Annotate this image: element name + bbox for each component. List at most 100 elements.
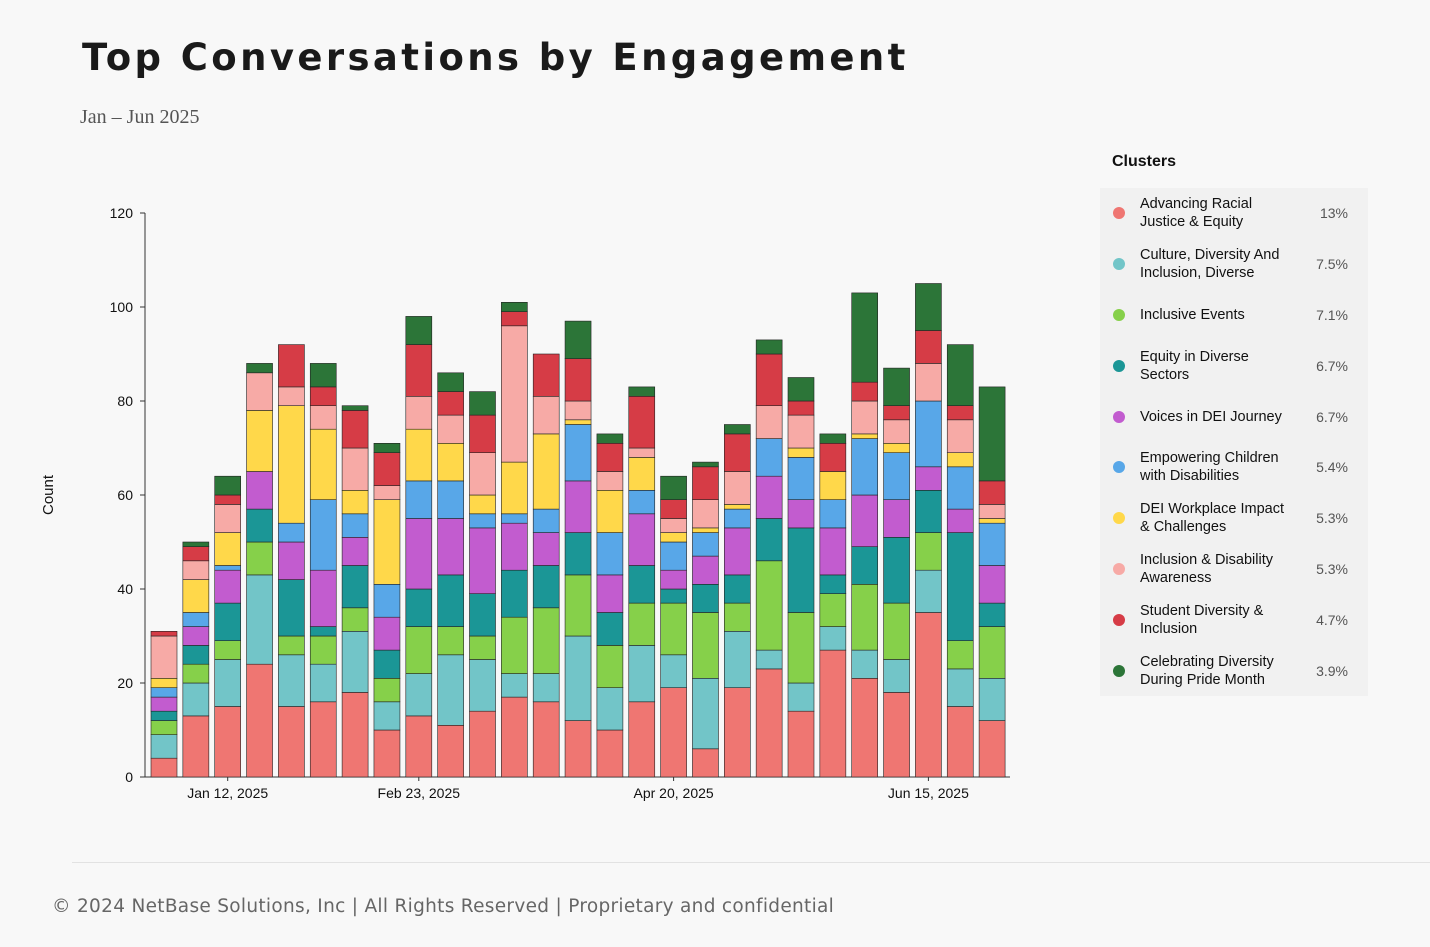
legend-item[interactable]: Student Diversity & Inclusion 4.7% xyxy=(1100,594,1368,645)
bar-segment xyxy=(915,532,942,571)
bar-segment xyxy=(373,452,401,486)
bar-segment xyxy=(596,489,624,533)
legend-item[interactable]: Inclusive Events 7.1% xyxy=(1100,290,1368,341)
legend: Clusters Advancing Racial Justice & Equi… xyxy=(1100,148,1368,696)
bar-segment xyxy=(692,612,719,679)
bar-segment xyxy=(373,701,401,731)
bar-segment xyxy=(978,602,1006,627)
y-tick-label: 100 xyxy=(110,299,134,315)
bar-segment xyxy=(660,518,687,533)
bar-segment xyxy=(309,363,337,388)
bar-segment xyxy=(532,433,560,510)
bar-segment xyxy=(278,522,305,543)
bar-segment xyxy=(596,687,624,731)
legend-swatch-icon xyxy=(1113,512,1125,525)
bar-segment xyxy=(978,677,1006,721)
bar-segment xyxy=(628,386,656,397)
bar-segment xyxy=(246,372,273,411)
bar-segment xyxy=(501,616,528,674)
bar-segment xyxy=(946,640,974,670)
bar-segment xyxy=(723,433,751,472)
bar-segment xyxy=(978,720,1006,778)
bar-segment xyxy=(501,696,528,778)
bar-segment xyxy=(405,588,433,627)
bar-segment xyxy=(150,710,178,721)
legend-swatch-icon xyxy=(1113,258,1125,271)
bar-segment xyxy=(755,353,783,407)
bar-segment xyxy=(915,330,942,364)
legend-item[interactable]: Advancing Racial Justice & Equity 13% xyxy=(1100,188,1368,239)
bar-segment xyxy=(883,405,910,421)
legend-share: 5.3% xyxy=(1316,560,1348,577)
bar-segment xyxy=(373,649,401,679)
bar-segment xyxy=(946,344,974,407)
bar-segment xyxy=(564,532,592,576)
legend-item[interactable]: DEI Workplace Impact & Challenges 5.3% xyxy=(1100,493,1368,544)
bar-segment xyxy=(405,428,433,482)
bar-segment xyxy=(405,673,433,717)
bar-segment xyxy=(278,706,305,778)
bar-segment xyxy=(309,635,337,665)
bar-segment xyxy=(246,410,273,472)
bar-segment xyxy=(469,414,496,454)
bar-segment xyxy=(405,715,433,778)
legend-item[interactable]: Equity in Diverse Sectors 6.7% xyxy=(1100,340,1368,391)
bar-segment xyxy=(501,522,528,571)
bar-segment xyxy=(883,659,910,693)
bar-segment xyxy=(182,546,210,562)
bar-segment xyxy=(341,536,369,566)
bar-segment xyxy=(437,372,464,392)
legend-label: Culture, Diversity And Inclusion, Divers… xyxy=(1140,247,1280,282)
bar-segment xyxy=(341,630,369,693)
bar-segment xyxy=(150,696,178,712)
legend-item[interactable]: Inclusion & Disability Awareness 5.3% xyxy=(1100,544,1368,595)
legend-label: Inclusion & Disability Awareness xyxy=(1140,551,1273,586)
bar-segment xyxy=(405,518,433,590)
legend-label: Advancing Racial Justice & Equity xyxy=(1140,196,1253,231)
legend-item[interactable]: Empowering Children with Disabilities 5.4… xyxy=(1100,442,1368,493)
bar-segment xyxy=(501,513,528,524)
bar-segment xyxy=(373,442,401,453)
bar-segment xyxy=(660,569,687,590)
bar-segment xyxy=(787,527,815,613)
legend-share: 6.7% xyxy=(1316,357,1348,374)
bar-segment xyxy=(946,532,974,641)
bar-segment xyxy=(469,593,496,637)
bar-segment xyxy=(723,687,751,778)
bar-segment xyxy=(915,489,942,533)
legend-item[interactable]: Celebrating Diversity During Pride Month… xyxy=(1100,645,1368,696)
bar-segment xyxy=(787,400,815,416)
legend-swatch-icon xyxy=(1113,562,1125,575)
y-tick-label: 40 xyxy=(117,581,133,597)
bar-segment xyxy=(309,626,337,637)
legend-share: 5.3% xyxy=(1316,510,1348,527)
bar-segment xyxy=(182,645,210,665)
bar-segment xyxy=(851,583,879,651)
bar-segment xyxy=(915,283,942,331)
bar-segment xyxy=(278,344,305,388)
legend-item[interactable]: Voices in DEI Journey 6.7% xyxy=(1100,391,1368,442)
bar-segment xyxy=(182,626,210,646)
bar-segment xyxy=(723,504,751,510)
bar-segment xyxy=(851,433,879,439)
legend-swatch-icon xyxy=(1113,410,1125,423)
legend-item[interactable]: Culture, Diversity And Inclusion, Divers… xyxy=(1100,239,1368,290)
bar-segment xyxy=(373,485,401,501)
bar-segment xyxy=(692,555,719,585)
legend-swatch-icon xyxy=(1113,207,1125,220)
bar-segment xyxy=(469,659,496,712)
bar-segment xyxy=(628,457,656,491)
bar-segment xyxy=(278,654,305,707)
bar-segment xyxy=(596,442,624,472)
bar-segment xyxy=(437,480,464,519)
bar-segment xyxy=(341,607,369,632)
bar-segment xyxy=(309,499,337,571)
bar-segment xyxy=(628,489,656,515)
bar-segment xyxy=(214,475,241,496)
bar-segment xyxy=(978,386,1006,482)
bar-segment xyxy=(883,419,910,444)
legend-title: Clusters xyxy=(1112,153,1177,170)
bar-segment xyxy=(182,663,210,684)
legend-label: Student Diversity & Inclusion xyxy=(1140,602,1264,637)
legend-share: 3.9% xyxy=(1316,662,1348,679)
